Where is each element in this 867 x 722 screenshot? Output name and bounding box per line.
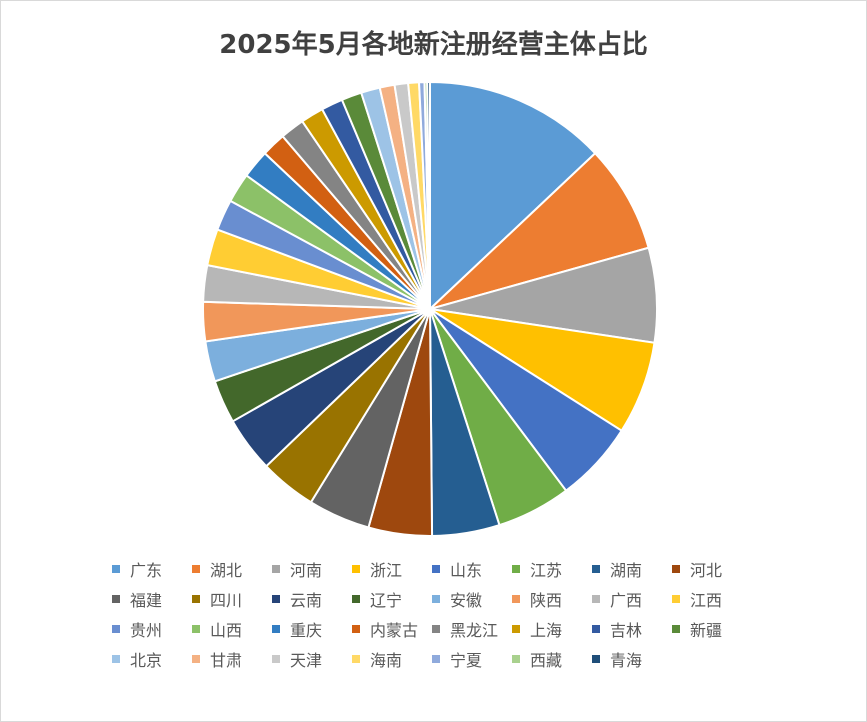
legend-label: 甘肃 [210, 651, 243, 670]
legend-label: 西藏 [530, 651, 563, 670]
legend-swatch [272, 625, 280, 633]
legend-label: 山东 [450, 561, 483, 580]
legend-swatch [352, 595, 360, 603]
legend-item: 山东 [432, 558, 512, 580]
legend-item: 山西 [192, 618, 272, 640]
legend-item: 江苏 [512, 558, 592, 580]
legend-swatch [432, 655, 440, 663]
legend-swatch [512, 625, 520, 633]
legend-item: 河北 [672, 558, 752, 580]
legend-item: 贵州 [112, 618, 192, 640]
legend-item: 四川 [192, 588, 272, 610]
legend-label: 宁夏 [450, 651, 483, 670]
pie-chart [202, 80, 658, 537]
legend-label: 江苏 [530, 561, 563, 580]
legend-swatch [432, 625, 440, 633]
legend-swatch [352, 565, 360, 573]
legend-item: 海南 [352, 648, 432, 670]
pie-slice-0 [429, 80, 597, 312]
legend-label: 浙江 [370, 561, 403, 580]
legend-item: 河南 [272, 558, 352, 580]
legend-swatch [112, 565, 120, 573]
legend-label: 安徽 [450, 591, 483, 610]
legend-label: 海南 [370, 651, 403, 670]
legend-item: 新疆 [672, 618, 752, 640]
legend-item: 宁夏 [432, 648, 512, 670]
legend-swatch [512, 655, 520, 663]
legend-item: 安徽 [432, 588, 512, 610]
legend-label: 新疆 [690, 621, 723, 640]
legend-item: 吉林 [592, 618, 672, 640]
legend-item: 陕西 [512, 588, 592, 610]
legend-label: 四川 [210, 591, 243, 610]
legend-item: 重庆 [272, 618, 352, 640]
pie-slice-30 [426, 80, 431, 310]
legend-item: 云南 [272, 588, 352, 610]
legend-swatch [112, 625, 120, 633]
legend-swatch [432, 565, 440, 573]
legend-swatch [592, 565, 600, 573]
legend-swatch [272, 565, 280, 573]
legend-item: 天津 [272, 648, 352, 670]
legend-swatch [192, 595, 200, 603]
legend-swatch [592, 595, 600, 603]
chart-title: 2025年5月各地新注册经营主体占比 [219, 30, 648, 60]
legend-label: 陕西 [530, 591, 563, 610]
legend-label: 广西 [610, 591, 643, 610]
legend-label: 广东 [130, 561, 163, 580]
legend-item: 西藏 [512, 648, 592, 670]
legend-swatch [432, 595, 440, 603]
legend-swatch [592, 655, 600, 663]
legend-swatch [512, 565, 520, 573]
legend-item: 辽宁 [352, 588, 432, 610]
legend-item: 青海 [592, 648, 672, 670]
legend-label: 贵州 [130, 621, 163, 640]
legend-swatch [352, 655, 360, 663]
legend-swatch [592, 625, 600, 633]
legend-label: 福建 [130, 591, 163, 610]
legend-swatch [512, 595, 520, 603]
legend-label: 重庆 [290, 621, 323, 640]
chart-legend: 广东 湖北 河南 浙江 山东 江苏 湖南 河北福建 四川 云南 辽宁 安徽 陕西 广西 江西贵州 山西 重庆 内蒙… [112, 558, 762, 670]
legend-label: 湖北 [210, 561, 243, 580]
pie-slice-1 [429, 151, 650, 310]
legend-swatch [192, 655, 200, 663]
legend-item: 广西 [592, 588, 672, 610]
legend-label: 内蒙古 [370, 621, 419, 640]
legend-item: 浙江 [352, 558, 432, 580]
legend-label: 河南 [290, 561, 323, 580]
legend-swatch [352, 625, 360, 633]
legend-label: 天津 [290, 651, 323, 670]
legend-label: 云南 [290, 591, 323, 610]
legend-label: 湖南 [610, 561, 643, 580]
legend-item: 湖北 [192, 558, 272, 580]
legend-swatch [672, 595, 680, 603]
legend-swatch [192, 625, 200, 633]
legend-item: 广东 [112, 558, 192, 580]
legend-swatch [192, 565, 200, 573]
legend-swatch [272, 595, 280, 603]
legend-label: 辽宁 [370, 591, 403, 610]
legend-label: 河北 [690, 561, 723, 580]
legend-item: 北京 [112, 648, 192, 670]
legend-label: 青海 [610, 651, 643, 670]
legend-item: 甘肃 [192, 648, 272, 670]
legend-label: 江西 [690, 591, 723, 610]
legend-label: 山西 [210, 621, 243, 640]
legend-item: 湖南 [592, 558, 672, 580]
legend-item: 上海 [512, 618, 592, 640]
legend-swatch [112, 595, 120, 603]
legend-item: 福建 [112, 588, 192, 610]
legend-label: 上海 [530, 621, 563, 640]
legend-label: 北京 [130, 651, 163, 670]
legend-item: 黑龙江 [432, 618, 512, 640]
legend-swatch [272, 655, 280, 663]
legend-label: 吉林 [610, 621, 643, 640]
legend-label: 黑龙江 [450, 621, 499, 640]
legend-swatch [672, 565, 680, 573]
legend-swatch [672, 625, 680, 633]
legend-swatch [112, 655, 120, 663]
legend-item: 内蒙古 [352, 618, 432, 640]
legend-item: 江西 [672, 588, 752, 610]
